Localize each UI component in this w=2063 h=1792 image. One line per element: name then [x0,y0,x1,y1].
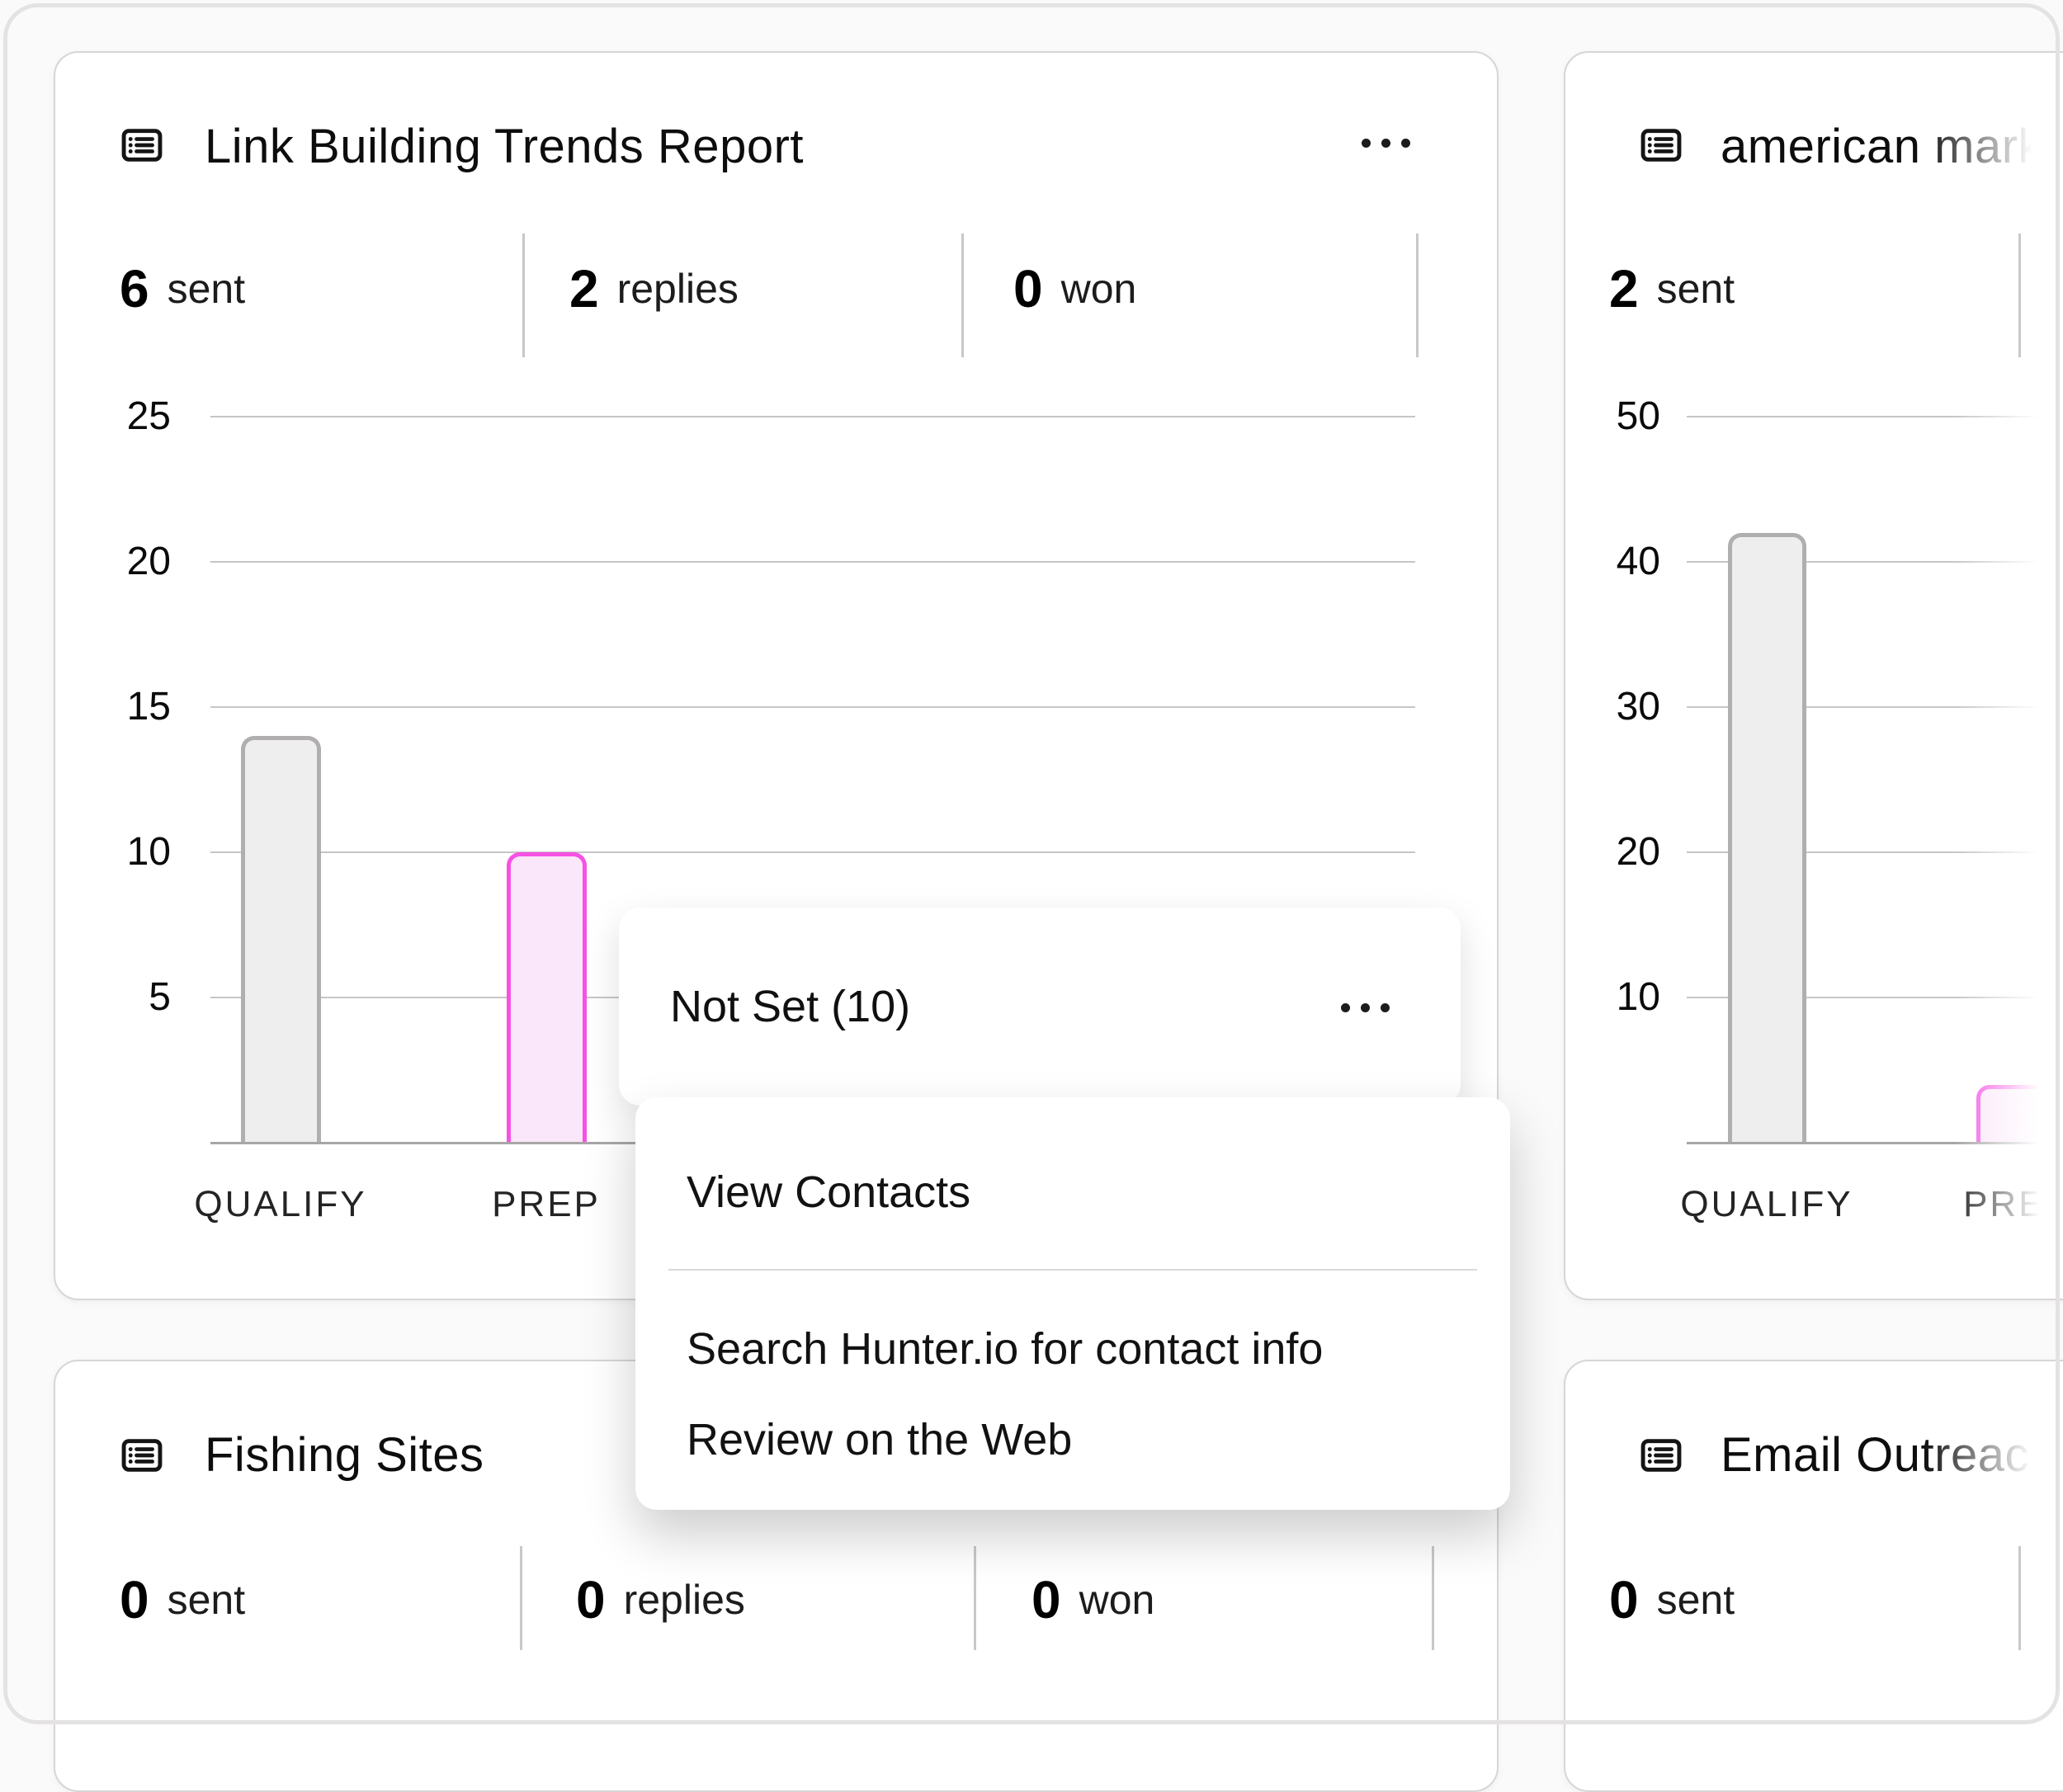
card-title: Link Building Trends Report [205,120,805,173]
y-tick-label: 20 [1616,830,1660,874]
stat-label: sent [167,266,246,312]
stat-sent: 6 sent [120,239,245,338]
stat-label: won [1079,1577,1155,1623]
card-overflow-menu-icon[interactable] [1362,137,1410,149]
popover-title: Not Set (10) [670,982,911,1031]
chart-popover: Not Set (10) [619,908,1461,1106]
popover-overflow-menu-icon[interactable] [1341,1002,1390,1013]
chart-fade-overlay [1954,388,2063,1246]
gridline [1687,851,2063,853]
campaign-list-icon [119,122,165,168]
bar-prep[interactable] [506,852,587,1143]
gridline [210,851,1415,853]
y-tick-label: 10 [126,830,171,874]
campaign-list-icon [1638,122,1684,168]
stat-value: 0 [576,1570,606,1629]
stat-label: won [1060,266,1137,312]
title-fade-overlay [1923,1416,2063,1502]
gridline [1687,706,2063,708]
title-fade-overlay [1923,106,2063,191]
stat-won: 0 won [1032,1550,1154,1649]
y-tick-label: 30 [1616,685,1660,729]
y-tick-label: 25 [126,394,171,438]
stat-value: 0 [120,1570,149,1629]
y-tick-label: 20 [126,540,171,583]
stat-divider [1416,233,1419,357]
stat-divider [520,1546,522,1650]
x-axis-line [1687,1142,2063,1144]
stat-value: 6 [120,259,149,318]
x-axis-label-prep: PREP [492,1184,601,1224]
menu-separator [668,1269,1477,1271]
y-tick-label: 40 [1616,540,1660,583]
menu-item-review-web[interactable]: Review on the Web [687,1415,1073,1464]
stat-divider [974,1546,976,1650]
stat-label: sent [1656,1577,1735,1623]
context-menu: View Contacts Search Hunter.io for conta… [635,1097,1510,1510]
campaign-list-icon [1638,1432,1684,1478]
stat-label: replies [616,266,739,312]
stat-divider [2018,233,2021,357]
stat-label: sent [1656,266,1735,312]
y-tick-label: 5 [149,975,171,1019]
y-tick-label: 50 [1616,394,1660,438]
menu-surface [635,1097,1510,1510]
gridline [210,706,1415,708]
stat-value: 0 [1609,1570,1639,1629]
stat-divider [1432,1546,1434,1650]
stat-divider [2018,1546,2021,1650]
menu-item-view-contacts[interactable]: View Contacts [687,1167,971,1217]
stat-divider [961,233,964,357]
card-title: Fishing Sites [205,1428,484,1482]
gridline [210,561,1415,563]
stat-value: 0 [1013,259,1043,318]
stat-value: 0 [1032,1570,1061,1629]
menu-item-search-hunter[interactable]: Search Hunter.io for contact info [687,1324,1324,1374]
stat-divider [522,233,525,357]
bar-qualify[interactable] [1727,532,1806,1143]
stat-sent: 0 sent [120,1550,245,1649]
stat-value: 2 [1609,259,1639,318]
gridline [210,416,1415,417]
stat-won: 0 won [1013,239,1136,338]
x-axis-label-qualify: QUALIFY [194,1184,367,1224]
stat-sent: 0 sent [1609,1550,1735,1649]
stat-sent: 2 sent [1609,239,1735,338]
stat-label: sent [167,1577,246,1623]
x-axis-label-qualify: QUALIFY [1680,1184,1853,1224]
stat-replies: 2 replies [569,239,739,338]
y-tick-label: 10 [1616,975,1660,1019]
gridline [1687,561,2063,563]
card-american-marketing: american mark 2 sent 1020304050QUALIFYPR… [1564,51,2063,1300]
y-tick-label: 15 [126,685,171,729]
card-email-outreach: Email Outreach 0 sent [1564,1360,2063,1792]
stat-value: 2 [569,259,599,318]
bar-qualify[interactable] [240,736,321,1143]
stat-replies: 0 replies [576,1550,745,1649]
campaign-list-icon [119,1432,165,1478]
gridline [1687,997,2063,998]
popover-surface [619,908,1461,1106]
gridline [1687,416,2063,417]
stat-label: replies [623,1577,745,1623]
